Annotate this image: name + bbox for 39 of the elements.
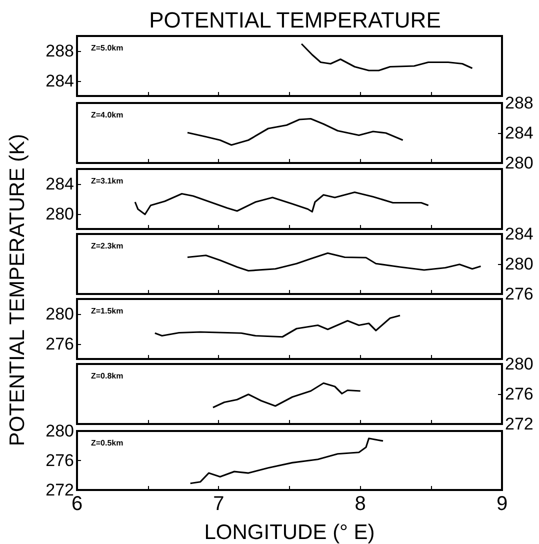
y2-tick-label: 284 xyxy=(505,224,534,244)
y-tick-label: 276 xyxy=(46,451,74,470)
y-tick-label: 280 xyxy=(46,304,74,324)
line-series xyxy=(300,43,474,72)
line-series xyxy=(134,191,430,216)
line-series xyxy=(212,382,362,408)
y-tick-label: 288 xyxy=(46,42,74,60)
y2-tick-label: 276 xyxy=(505,384,534,404)
x-tick-label: 6 xyxy=(71,493,83,515)
annotation: Z=2.3km xyxy=(91,242,124,250)
y-axis-title: POTENTIAL TEMPERATURE (K) xyxy=(6,134,30,446)
annotation: Z=5.0km xyxy=(91,44,124,52)
y-tick-label: 284 xyxy=(46,174,74,194)
chart-title: POTENTIAL TEMPERATURE xyxy=(149,8,441,32)
y-tick-label: 276 xyxy=(46,334,74,354)
y2-tick-label: 276 xyxy=(505,284,534,304)
annotation: Z=3.1km xyxy=(91,176,124,186)
x-tick-label: 8 xyxy=(354,493,366,515)
y-tick-label: 284 xyxy=(46,72,74,90)
y2-tick-label: 288 xyxy=(505,94,534,112)
line-series xyxy=(190,438,384,484)
annotation: Z=4.0km xyxy=(91,110,124,120)
y-tick-label: 280 xyxy=(46,204,74,224)
y2-tick-label: 280 xyxy=(505,254,534,274)
line-series xyxy=(154,314,401,338)
line-series xyxy=(186,118,404,146)
x-axis-title: LONGITUDE (° E) xyxy=(204,521,375,544)
y2-tick-label: 280 xyxy=(505,354,534,374)
y2-tick-label: 284 xyxy=(505,124,534,142)
y-tick-label: 272 xyxy=(46,480,74,500)
annotation: Z=1.5km xyxy=(91,306,124,316)
annotation: Z=0.5km xyxy=(91,438,124,448)
y2-tick-label: 272 xyxy=(505,414,534,434)
annotation: Z=0.8km xyxy=(91,372,124,380)
line-series xyxy=(186,252,482,272)
x-tick-label: 9 xyxy=(496,493,508,515)
y2-tick-label: 280 xyxy=(505,154,534,172)
x-tick-label: 7 xyxy=(213,493,224,515)
y-tick-label: 280 xyxy=(46,422,74,440)
